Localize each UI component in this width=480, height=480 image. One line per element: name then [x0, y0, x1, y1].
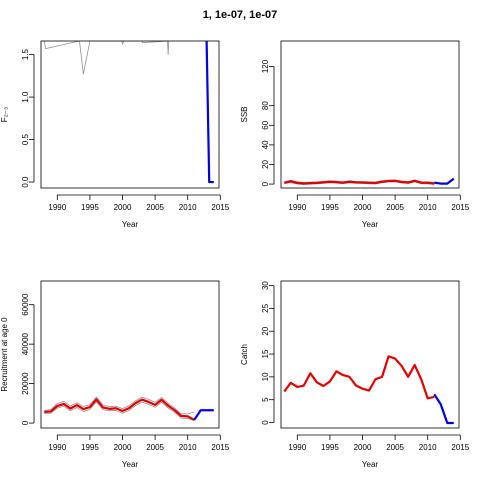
x-axis: 1990 1995 2000 2005 2010 2015	[288, 434, 470, 452]
y-tick-label: 20	[261, 326, 270, 335]
x-tick-label: 1990	[288, 203, 306, 212]
series-line-projection	[434, 177, 455, 185]
y-axis-label: F₂₋₃	[0, 107, 9, 122]
x-tick-label: 2010	[419, 203, 437, 212]
y-tick-label: 0	[261, 181, 270, 186]
y-tick-label: 20	[261, 159, 270, 168]
x-tick-label: 2000	[114, 203, 132, 212]
x-tick-label: 2005	[146, 443, 164, 452]
x-tick-label: 2000	[114, 443, 132, 452]
y-axis-label: Recruitment at age 0	[0, 317, 9, 392]
plot-frame	[280, 280, 460, 429]
x-axis-label: Year	[362, 460, 379, 469]
series-line-estimate	[44, 398, 195, 421]
x-tick-label: 2000	[354, 203, 372, 212]
plot-frame	[40, 40, 220, 189]
x-tick-label: 1995	[321, 203, 339, 212]
x-tick-label: 2015	[451, 203, 469, 212]
plot-frame	[280, 40, 460, 189]
series-group	[284, 177, 455, 185]
y-tick-label: 1.0	[21, 91, 30, 103]
x-tick-label: 1990	[48, 203, 66, 212]
x-tick-label: 2010	[179, 443, 197, 452]
y-axis: 0 20 40 60 80 120	[261, 59, 275, 186]
x-tick-label: 1990	[48, 443, 66, 452]
y-tick-label: 120	[261, 59, 270, 73]
y-axis: 0 20000 40000 60000	[21, 293, 35, 425]
panel-ssb: 1990 1995 2000 2005 2010 2015 Year 0 20 40 60 80 120…	[240, 40, 470, 229]
x-tick-label: 2005	[386, 203, 404, 212]
panel-catch: 1990 1995 2000 2005 2010 2015 Year 0 5 10 15 20 25 30…	[240, 281, 470, 469]
series-group	[283, 355, 454, 425]
x-axis-label: Year	[122, 220, 139, 229]
series-line-band-upper	[43, 41, 170, 75]
y-axis-label: Catch	[240, 344, 249, 365]
y-tick-label: 10	[261, 372, 270, 381]
series-line-band-upper	[44, 396, 195, 415]
y-tick-label: 30	[261, 281, 270, 290]
y-tick-label: 80	[261, 101, 270, 110]
series-line-estimate	[284, 179, 435, 185]
x-axis: 1990 1995 2000 2005 2010 2015	[48, 194, 230, 212]
y-axis-label: SSB	[240, 106, 249, 122]
series-line-projection	[205, 41, 214, 184]
x-axis-label: Year	[362, 220, 379, 229]
x-axis-label: Year	[122, 460, 139, 469]
series-line-band-lower	[44, 401, 195, 421]
y-tick-label: 1.5	[21, 48, 30, 60]
x-tick-label: 2015	[451, 443, 469, 452]
x-tick-label: 2005	[146, 203, 164, 212]
y-tick-label: 0	[261, 420, 270, 425]
y-tick-label: 60000	[21, 293, 30, 316]
x-tick-label: 1990	[288, 443, 306, 452]
panel-f: 1990 1995 2000 2005 2010 2015 Year 0.0 0.5 1.0 1.5…	[0, 40, 230, 229]
y-tick-label: 0	[21, 420, 30, 425]
x-tick-label: 1995	[81, 203, 99, 212]
y-axis: 0 5 10 15 20 25 30	[261, 281, 275, 425]
y-tick-label: 5	[261, 397, 270, 402]
y-axis: 0.0 0.5 1.0 1.5	[21, 48, 35, 188]
x-tick-label: 2010	[419, 443, 437, 452]
y-tick-label: 20000	[21, 372, 30, 395]
x-tick-label: 1995	[81, 443, 99, 452]
main-title: 1, 1e-07, 1e-07	[202, 9, 278, 21]
y-tick-label: 25	[261, 303, 270, 312]
x-axis: 1990 1995 2000 2005 2010 2015	[288, 194, 470, 212]
panel-recruitment: 1990 1995 2000 2005 2010 2015 Year 0 20000 40000 6…	[0, 280, 230, 469]
plot-frame	[40, 280, 220, 429]
x-tick-label: 2015	[211, 443, 229, 452]
x-tick-label: 2010	[179, 203, 197, 212]
y-tick-label: 60	[261, 120, 270, 129]
series-group	[43, 41, 214, 184]
series-group	[44, 396, 214, 421]
series-line-projection	[433, 393, 454, 425]
y-tick-label: 0.0	[21, 176, 30, 188]
series-line-estimate	[283, 355, 435, 400]
x-axis: 1990 1995 2000 2005 2010 2015	[48, 434, 230, 452]
series-line-projection	[193, 409, 214, 421]
x-tick-label: 2015	[211, 203, 229, 212]
y-tick-label: 40	[261, 140, 270, 149]
y-tick-label: 15	[261, 349, 270, 358]
x-tick-label: 2000	[354, 443, 372, 452]
x-tick-label: 2005	[386, 443, 404, 452]
y-tick-label: 0.5	[21, 133, 30, 145]
y-tick-label: 40000	[21, 332, 30, 355]
x-tick-label: 1995	[321, 443, 339, 452]
